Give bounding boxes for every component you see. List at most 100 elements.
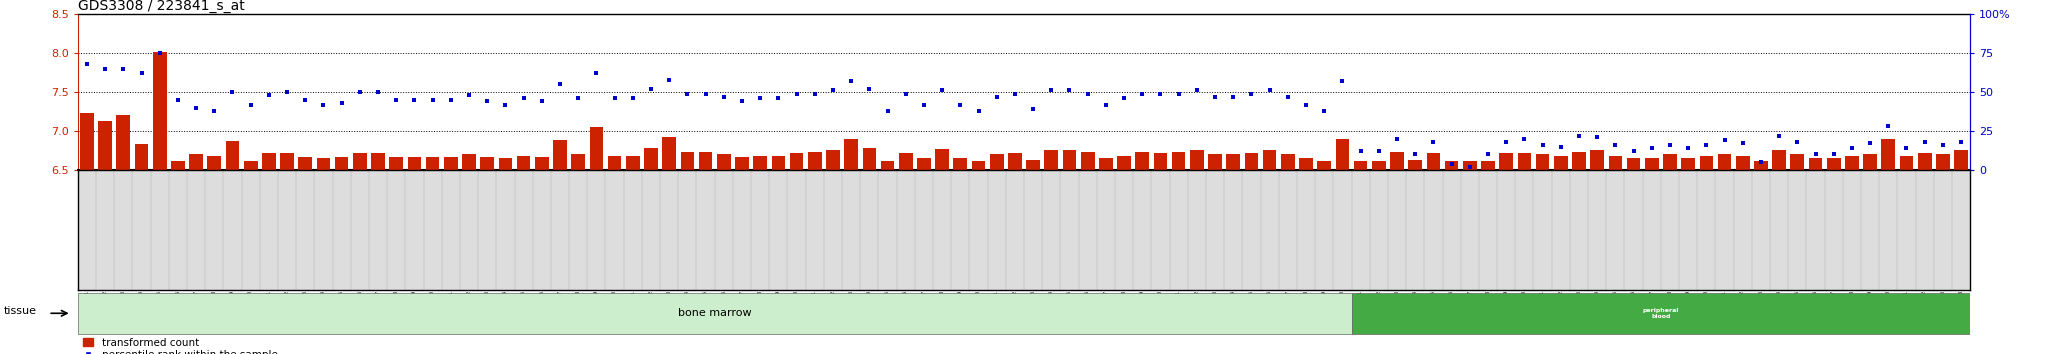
Point — [489, 102, 522, 107]
Bar — [1444, 161, 1458, 170]
Bar — [1335, 139, 1350, 170]
Point — [1817, 152, 1849, 157]
Bar — [1427, 153, 1440, 170]
Point — [453, 92, 485, 98]
Bar — [954, 158, 967, 170]
Bar — [1298, 158, 1313, 170]
Bar — [1753, 161, 1767, 170]
Point — [1563, 133, 1595, 138]
Point — [434, 97, 467, 103]
Bar — [98, 121, 113, 170]
Bar — [154, 52, 166, 170]
Bar — [426, 157, 440, 170]
Point — [780, 91, 813, 96]
Point — [707, 94, 739, 99]
Point — [1290, 102, 1323, 107]
Point — [944, 102, 977, 107]
Point — [508, 96, 541, 101]
Point — [289, 97, 322, 103]
Bar — [1118, 156, 1130, 170]
Point — [397, 97, 430, 103]
Bar — [608, 156, 621, 170]
Point — [1473, 152, 1505, 157]
Text: tissue: tissue — [4, 306, 37, 316]
Bar — [571, 154, 586, 170]
Point — [526, 98, 559, 104]
Bar — [989, 154, 1004, 170]
Point — [743, 96, 776, 101]
Point — [1618, 148, 1651, 154]
Text: GDS3308 / 223841_s_at: GDS3308 / 223841_s_at — [78, 0, 244, 13]
Bar — [881, 161, 895, 170]
Point — [1145, 91, 1178, 96]
Point — [1726, 141, 1759, 146]
Point — [270, 89, 303, 95]
Bar — [1681, 158, 1696, 170]
Point — [1071, 91, 1104, 96]
Point — [199, 108, 231, 114]
Bar — [1882, 139, 1894, 170]
Bar — [772, 156, 784, 170]
Bar — [1737, 156, 1749, 170]
Bar — [1954, 150, 1968, 170]
Point — [817, 88, 850, 93]
Bar — [481, 157, 494, 170]
Point — [561, 96, 594, 101]
Point — [1671, 145, 1704, 151]
Bar — [1499, 153, 1513, 170]
Bar — [1372, 161, 1386, 170]
Point — [70, 61, 102, 67]
Bar — [1153, 153, 1167, 170]
Point — [125, 70, 158, 76]
Bar — [444, 157, 457, 170]
Point — [379, 97, 412, 103]
Bar — [1845, 156, 1860, 170]
Point — [926, 88, 958, 93]
Bar — [317, 158, 330, 170]
Point — [907, 102, 940, 107]
Point — [1309, 108, 1341, 114]
Bar — [352, 153, 367, 170]
Bar — [825, 150, 840, 170]
Point — [1362, 148, 1395, 154]
Bar — [1008, 153, 1022, 170]
Point — [836, 78, 868, 84]
Bar — [1645, 158, 1659, 170]
Point — [88, 66, 121, 72]
Point — [416, 97, 449, 103]
Point — [1544, 144, 1577, 149]
Bar — [78, 292, 1352, 334]
Bar — [299, 157, 311, 170]
Point — [1599, 142, 1632, 148]
Point — [1507, 136, 1540, 142]
Bar — [262, 153, 276, 170]
Bar — [1554, 156, 1567, 170]
Point — [233, 102, 266, 107]
Bar — [172, 161, 184, 170]
Bar — [918, 158, 930, 170]
Bar — [1917, 153, 1931, 170]
Bar — [225, 141, 240, 170]
Point — [1016, 106, 1049, 112]
Bar — [844, 139, 858, 170]
Bar — [1608, 156, 1622, 170]
Point — [1198, 94, 1231, 99]
Bar — [1462, 161, 1477, 170]
Bar — [1354, 161, 1368, 170]
Bar — [754, 156, 768, 170]
Point — [1690, 142, 1722, 148]
Bar — [807, 152, 821, 170]
Point — [307, 102, 340, 107]
Point — [1927, 142, 1960, 148]
Bar — [188, 154, 203, 170]
Bar — [389, 157, 403, 170]
Point — [1108, 96, 1141, 101]
Bar — [498, 158, 512, 170]
Bar — [1245, 153, 1257, 170]
Bar — [1808, 158, 1823, 170]
Bar — [1536, 154, 1550, 170]
Point — [344, 89, 377, 95]
Point — [1325, 78, 1358, 84]
Bar — [1864, 154, 1876, 170]
Point — [1454, 164, 1487, 170]
